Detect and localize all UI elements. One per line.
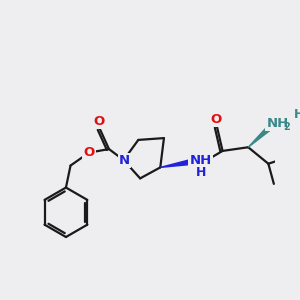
Text: O: O [93, 115, 104, 128]
Text: H: H [195, 167, 206, 179]
Polygon shape [248, 125, 272, 147]
Text: N: N [119, 154, 130, 166]
Text: NH: NH [190, 154, 212, 167]
Polygon shape [160, 159, 192, 167]
Text: H: H [294, 108, 300, 121]
Text: NH: NH [266, 117, 289, 130]
Text: 2: 2 [283, 122, 290, 132]
Text: O: O [83, 146, 94, 159]
Text: O: O [211, 113, 222, 126]
